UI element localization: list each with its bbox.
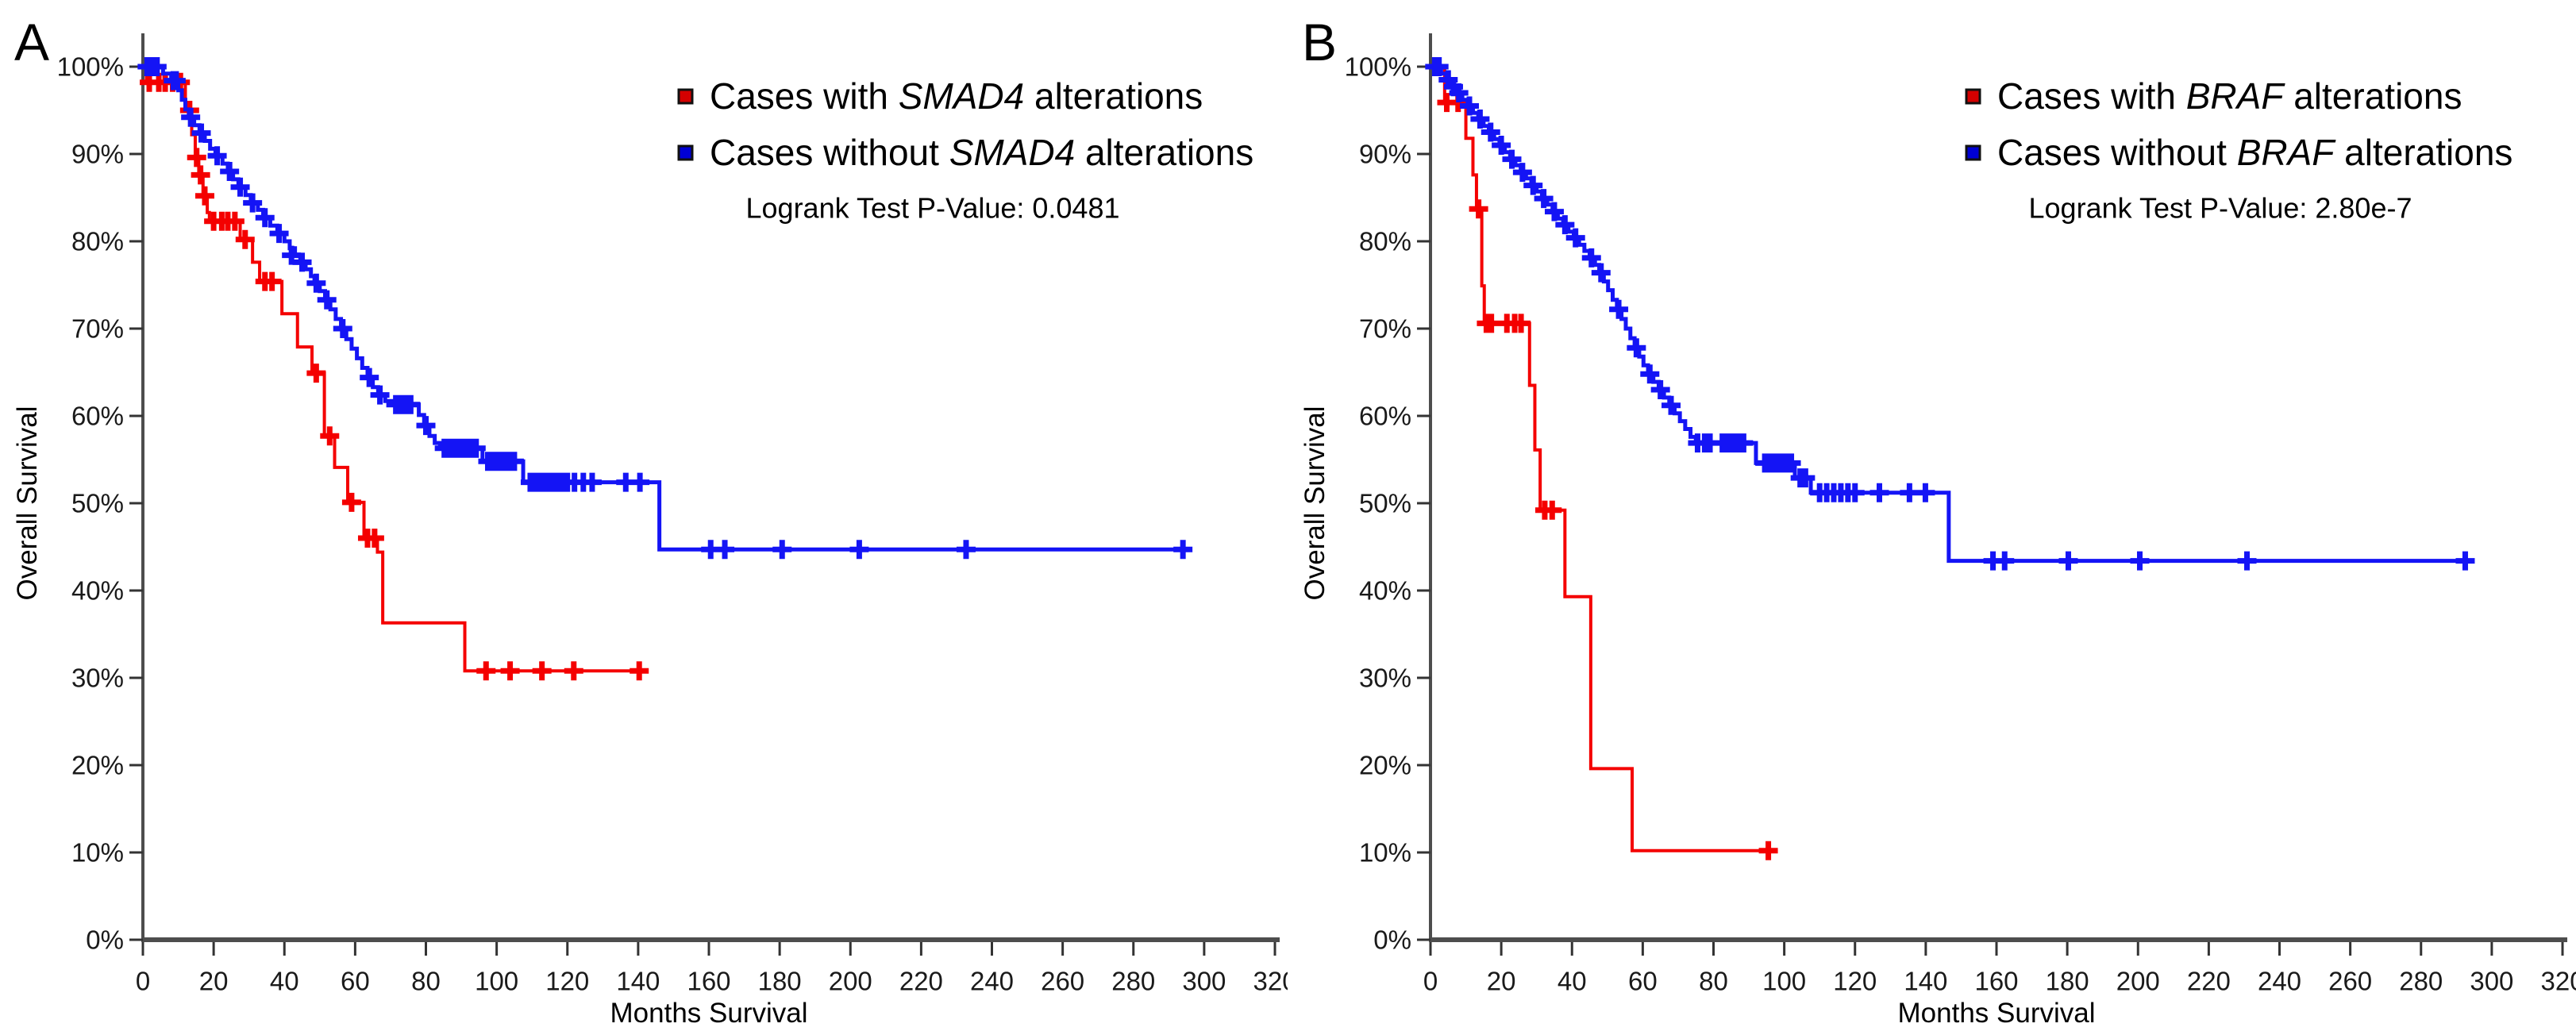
y-tick-label: 30% <box>71 664 124 693</box>
y-tick-label: 90% <box>71 140 124 169</box>
logrank-pvalue-label: Logrank Test P-Value: 0.0481 <box>746 192 1120 225</box>
survival-curve-with-alterations <box>1430 65 1769 852</box>
y-tick-label: 80% <box>1359 227 1411 256</box>
y-tick-label: 90% <box>1359 140 1411 169</box>
legend-label: Cases without SMAD4 alterations <box>710 132 1253 173</box>
panel-a: A 0% 10% 20% 30% 40% 50% 60% 70% 80% 90% 100% 0 20 40 6… <box>12 13 1288 1029</box>
y-tick-label: 50% <box>1359 489 1411 518</box>
y-tick-label: 60% <box>1359 402 1411 431</box>
x-tick-label: 80 <box>1699 967 1728 996</box>
y-tick-label: 70% <box>71 314 124 344</box>
x-tick-label: 160 <box>1974 967 2018 996</box>
y-axis-title: Overall Survival <box>1300 406 1330 600</box>
x-tick-label: 20 <box>199 967 229 996</box>
x-tick-label: 100 <box>475 967 518 996</box>
legend-label: Cases without BRAF alterations <box>1997 132 2512 173</box>
x-tick-label: 300 <box>2470 967 2513 996</box>
y-tick-label: 0% <box>1373 925 1411 955</box>
censor-marks-without-alterations <box>137 57 1193 560</box>
x-tick-label: 0 <box>136 967 150 996</box>
legend-entry-with-alterations: Cases with BRAF alterations <box>1965 75 2462 117</box>
y-tick-label: 60% <box>71 402 124 431</box>
y-tick-label: 70% <box>1359 314 1411 344</box>
survival-chart-b: B 0% 10% 20% 30% 40% 50% 60% 70% 80% 90% 100% 0 20 40 6… <box>1300 13 2576 1029</box>
x-tick-label: 80 <box>411 967 441 996</box>
legend-marker-red <box>1965 88 1981 105</box>
x-tick-label: 200 <box>829 967 872 996</box>
legend-marker-blue <box>1965 144 1981 161</box>
x-tick-label: 40 <box>270 967 299 996</box>
x-tick-label: 280 <box>2399 967 2443 996</box>
panel-b: B 0% 10% 20% 30% 40% 50% 60% 70% 80% 90% 100% 0 20 40 6… <box>1288 0 2576 1035</box>
x-tick-label: 220 <box>899 967 943 996</box>
y-axis-title: Overall Survival <box>12 406 43 600</box>
x-tick-label: 200 <box>2116 967 2160 996</box>
legend-label: Cases with SMAD4 alterations <box>710 75 1203 117</box>
x-tick-label: 240 <box>970 967 1014 996</box>
legend-marker-blue <box>677 144 694 161</box>
x-tick-label: 180 <box>758 967 802 996</box>
panel-label-a: A <box>14 13 49 71</box>
y-tick-label: 100% <box>1345 52 1411 82</box>
logrank-pvalue-label: Logrank Test P-Value: 2.80e-7 <box>2029 192 2412 225</box>
x-tick-label: 140 <box>1904 967 1947 996</box>
x-tick-label: 240 <box>2258 967 2301 996</box>
y-tick-label: 40% <box>71 576 124 606</box>
survival-curve-with-alterations <box>143 65 640 673</box>
legend-entry-without-alterations: Cases without BRAF alterations <box>1965 132 2512 173</box>
y-tick-label: 50% <box>71 489 124 518</box>
y-tick-label: 100% <box>57 52 124 82</box>
y-tick-label: 10% <box>1359 838 1411 868</box>
y-tick-label: 40% <box>1359 576 1411 606</box>
x-tick-label: 120 <box>1833 967 1877 996</box>
x-tick-label: 60 <box>1628 967 1658 996</box>
legend-marker-red <box>677 88 694 105</box>
x-tick-label: 0 <box>1423 967 1438 996</box>
panel-label-b: B <box>1302 13 1337 71</box>
x-tick-label: 320 <box>2540 967 2576 996</box>
y-tick-label: 80% <box>71 227 124 256</box>
y-tick-label: 0% <box>86 925 124 955</box>
x-tick-label: 140 <box>616 967 660 996</box>
x-tick-label: 220 <box>2187 967 2231 996</box>
x-tick-label: 60 <box>341 967 370 996</box>
x-tick-label: 280 <box>1111 967 1155 996</box>
x-axis-title: Months Survival <box>610 998 808 1029</box>
censor-marks-without-alterations <box>1425 57 2475 571</box>
x-tick-label: 260 <box>2328 967 2372 996</box>
y-tick-label: 10% <box>71 838 124 868</box>
y-tick-label: 30% <box>1359 664 1411 693</box>
censor-marks-with-alterations <box>1437 93 1778 860</box>
survival-chart-a: A 0% 10% 20% 30% 40% 50% 60% 70% 80% 90% 100% 0 20 40 6… <box>12 13 1288 1029</box>
x-tick-label: 120 <box>545 967 589 996</box>
x-tick-label: 300 <box>1182 967 1226 996</box>
x-axis-title: Months Survival <box>1898 998 2096 1029</box>
x-tick-label: 180 <box>2046 967 2089 996</box>
y-tick-label: 20% <box>1359 751 1411 780</box>
y-tick-label: 20% <box>71 751 124 780</box>
x-tick-label: 320 <box>1253 967 1288 996</box>
legend-entry-without-alterations: Cases without SMAD4 alterations <box>677 132 1253 173</box>
x-tick-label: 160 <box>687 967 730 996</box>
x-tick-label: 40 <box>1558 967 1587 996</box>
legend-label: Cases with BRAF alterations <box>1997 75 2462 117</box>
x-tick-label: 260 <box>1041 967 1084 996</box>
x-tick-label: 100 <box>1762 967 1806 996</box>
legend-entry-with-alterations: Cases with SMAD4 alterations <box>677 75 1203 117</box>
x-tick-label: 20 <box>1487 967 1516 996</box>
